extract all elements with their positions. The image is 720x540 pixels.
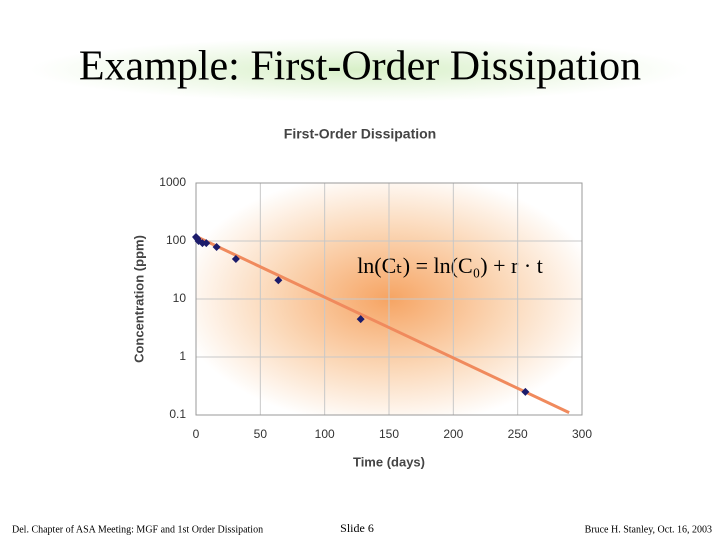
footer-center: Slide 6 xyxy=(340,521,374,535)
data-point xyxy=(521,387,530,396)
equation: ln(Cₜ) = ln(C₀) + r · t xyxy=(357,253,543,278)
footer-right: Bruce H. Stanley, Oct. 16, 2003 xyxy=(585,524,712,535)
trendline xyxy=(195,235,570,414)
plot-border xyxy=(195,182,583,416)
title-glow xyxy=(30,38,690,102)
x-tick-label: 250 xyxy=(508,427,528,441)
data-point xyxy=(356,315,365,324)
y-tick-label: 1000 xyxy=(159,175,186,189)
data-point xyxy=(202,239,211,248)
x-axis-label: Time (days) xyxy=(353,454,425,469)
footer-left: Del. Chapter of ASA Meeting: MGF and 1st… xyxy=(12,524,263,535)
x-tick-label: 0 xyxy=(193,427,200,441)
y-axis-label: Concentration (ppm) xyxy=(131,235,146,363)
x-tick-label: 300 xyxy=(572,427,592,441)
data-point xyxy=(274,276,283,285)
data-point xyxy=(231,254,240,263)
y-tick-label: 100 xyxy=(166,233,186,247)
y-tick-label: 1 xyxy=(179,349,186,363)
data-point xyxy=(212,242,221,251)
chart-title: First-Order Dissipation xyxy=(284,126,436,142)
x-tick-label: 50 xyxy=(254,427,268,441)
y-tick-label: 10 xyxy=(173,291,187,305)
x-tick-label: 100 xyxy=(315,427,335,441)
y-tick-label: 0.1 xyxy=(169,407,186,421)
x-tick-label: 150 xyxy=(379,427,399,441)
x-tick-label: 200 xyxy=(443,427,463,441)
slide-title: Example: First-Order Dissipation xyxy=(79,44,641,90)
